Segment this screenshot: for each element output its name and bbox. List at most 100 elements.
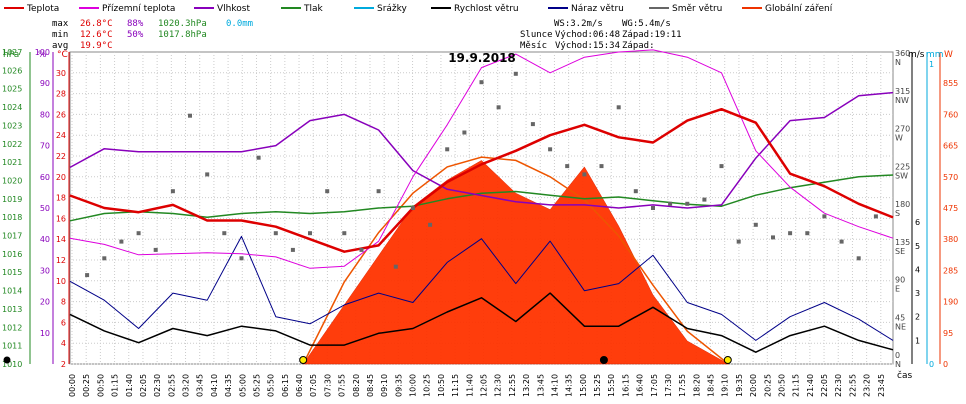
info-slunce: Slunce: [520, 30, 553, 40]
legend-label: Globální záření: [765, 4, 833, 14]
x-tick-label: 14:10: [550, 374, 559, 397]
series-lines: [69, 49, 894, 353]
series-tlak: [69, 174, 894, 222]
wind-direction-point: [170, 189, 175, 194]
stats-min-label: min: [52, 30, 68, 40]
wind-dir-tick-dir: S: [895, 209, 900, 218]
x-tick-label: 14:35: [565, 374, 574, 397]
wind-dir-tick-deg: 135: [895, 238, 910, 247]
temperature-tick-label: 10: [56, 277, 66, 286]
series-teplota: [69, 107, 894, 253]
wind-dir-tick-deg: 0: [895, 351, 900, 360]
x-tick-label: 22:30: [834, 374, 843, 397]
x-tick-label: 11:15: [451, 374, 460, 397]
pressure-tick-label: 1011: [2, 342, 22, 351]
info-slunce-vychod: Východ:06:48: [555, 30, 620, 40]
info-mesic: Měsíc: [520, 41, 547, 51]
wind-direction-point: [873, 214, 878, 219]
x-tick-label: 02:55: [167, 374, 176, 397]
pressure-tick-label: 1016: [2, 250, 22, 259]
wind-dir-tick-dir: N: [895, 58, 901, 67]
x-tick-label: 02:30: [153, 374, 162, 397]
wind-direction-point: [308, 231, 312, 236]
wind-dir-tick-dir: N: [895, 360, 901, 369]
x-tick-label: 19:35: [735, 374, 744, 397]
x-tick-label: 17:05: [650, 374, 659, 397]
wind-direction-point: [565, 164, 570, 169]
wind-direction-point: [771, 235, 775, 240]
x-tick-label: 04:35: [224, 374, 233, 397]
pressure-tick-label: 1015: [2, 268, 22, 277]
temperature-tick-label: 26: [56, 110, 66, 119]
x-tick-label: 00:25: [82, 374, 91, 397]
x-tick-label: 00:50: [96, 374, 105, 397]
wind-direction-point: [856, 256, 861, 261]
wind-dir-tick-dir: SW: [895, 171, 908, 180]
wind-dir-tick-deg: 90: [895, 276, 905, 285]
series-rychlost-vetru: [69, 292, 894, 353]
stats-max-hum: 88%: [127, 19, 144, 29]
unit-cas: čas: [897, 370, 912, 381]
temperature-tick-label: 6: [61, 318, 66, 327]
wind-dir-tick-deg: 45: [895, 313, 905, 322]
x-tick-label: 13:20: [522, 374, 531, 397]
radiation-tick-label: 475: [943, 204, 958, 213]
unit-w: W: [944, 50, 953, 60]
stats-max-rain: 0.0mm: [226, 19, 253, 29]
wind-direction-point: [805, 231, 810, 236]
info-ws: WS:3.2m/s: [554, 19, 603, 29]
wind-direction-point: [548, 147, 553, 152]
temperature-tick-label: 4: [61, 339, 66, 348]
pressure-tick-label: 1026: [2, 66, 22, 75]
wind-direction-point: [822, 214, 827, 219]
pressure-tick-label: 1014: [2, 287, 22, 296]
x-tick-label: 07:55: [338, 374, 347, 397]
wind-direction-point: [256, 155, 261, 160]
stats-avg-temp: 19.9°C: [80, 41, 113, 51]
x-tick-label: 20:00: [749, 374, 758, 397]
x-tick-label: 01:15: [111, 374, 120, 397]
humidity-tick-label: 10: [40, 329, 50, 338]
x-tick-label: 19:10: [721, 374, 730, 397]
wind-direction-points: [85, 71, 878, 278]
wind-dir-tick-dir: SE: [895, 247, 905, 256]
humidity-tick-label: 30: [40, 266, 50, 275]
legend-label: Směr větru: [672, 4, 722, 14]
x-tick-label: 09:35: [394, 374, 403, 397]
wind-dir-tick-deg: 180: [895, 200, 910, 209]
pressure-tick-label: 1022: [2, 140, 22, 149]
x-tick-label: 06:15: [281, 374, 290, 397]
axes: 1010101110121013101410151016101710181019…: [2, 48, 958, 397]
temperature-tick-label: 12: [56, 256, 66, 265]
wind-dir-tick-dir: W: [895, 134, 903, 143]
wind-direction-point: [788, 231, 793, 236]
radiation-tick-label: 380: [943, 235, 958, 244]
wind-direction-point: [188, 113, 192, 118]
stats-max-press: 1020.3hPa: [158, 19, 207, 29]
wind-direction-point: [479, 80, 484, 85]
wind-direction-point: [359, 247, 364, 252]
x-tick-label: 18:20: [692, 374, 701, 397]
wind-dir-tick-dir: NE: [895, 322, 906, 331]
x-tick-label: 20:25: [763, 374, 772, 397]
temperature-tick-label: 20: [56, 173, 66, 182]
pressure-tick-label: 1019: [2, 195, 22, 204]
wind-dir-tick-dir: E: [895, 285, 900, 294]
wind-direction-point: [273, 231, 278, 236]
wind-direction-point: [530, 122, 535, 127]
radiation-tick-label: 95: [943, 329, 953, 338]
x-tick-label: 15:00: [579, 374, 588, 397]
pressure-tick-label: 1027: [2, 48, 22, 57]
legend-label: Rychlost větru: [454, 4, 519, 14]
x-tick-label: 05:25: [253, 374, 262, 397]
legend-label: Srážky: [377, 4, 408, 14]
radiation-tick-label: 0: [943, 360, 948, 369]
wind-direction-point: [445, 147, 450, 152]
rain-tick-label: 0: [929, 360, 934, 369]
wind-direction-point: [102, 256, 107, 261]
pressure-tick-label: 1017: [2, 232, 22, 241]
x-tick-label: 08:45: [366, 374, 375, 397]
wind-dir-tick-deg: 360: [895, 49, 910, 58]
wind-direction-point: [702, 197, 707, 202]
x-tick-label: 09:10: [380, 374, 389, 397]
